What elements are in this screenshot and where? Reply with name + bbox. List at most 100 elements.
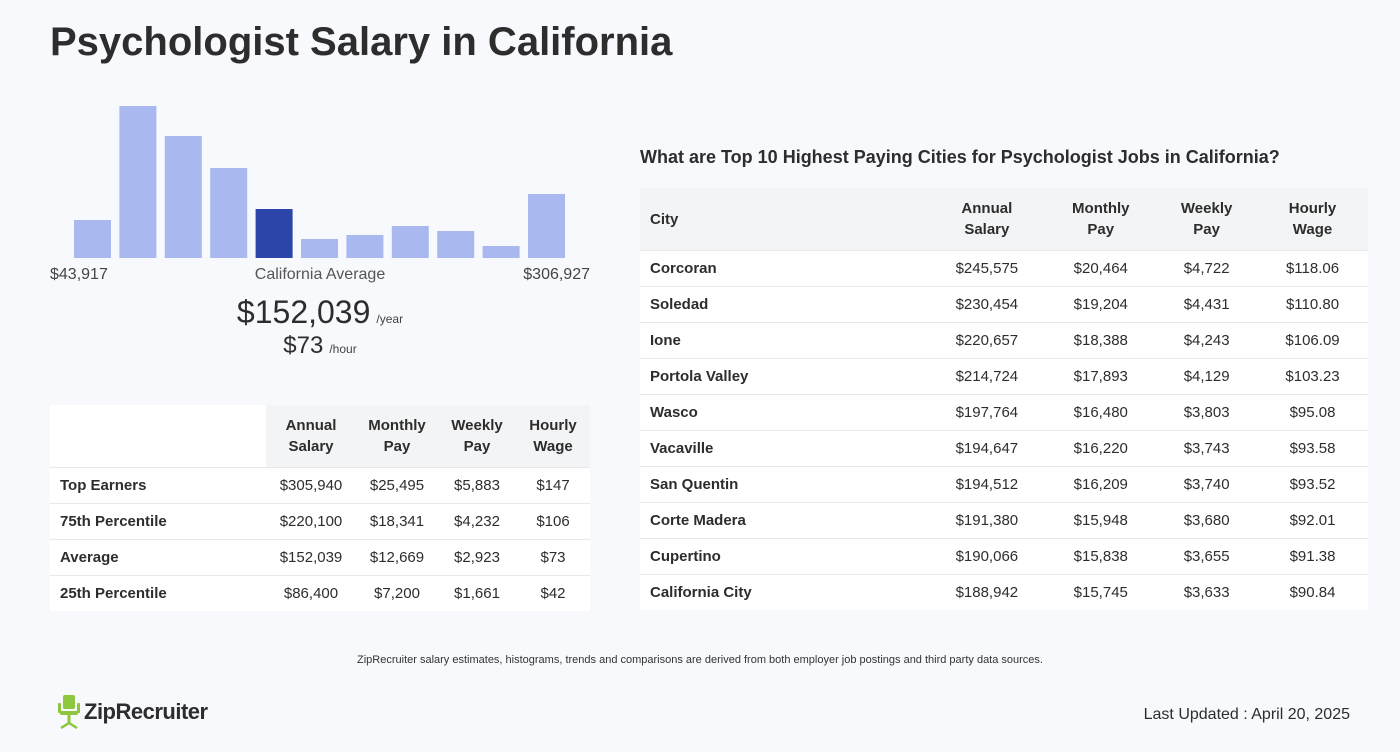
city-cell-hourly: $103.23	[1257, 358, 1368, 395]
city-row: San Quentin $194,512 $16,209 $3,740 $93.52	[640, 466, 1368, 503]
histogram-bar	[210, 168, 248, 258]
city-cell-weekly: $4,722	[1156, 250, 1258, 287]
city-cell-city: Corcoran	[640, 250, 929, 287]
histogram-bar	[528, 194, 565, 258]
city-cell-annual: $245,575	[928, 250, 1046, 287]
percentile-cell-weekly: $1,661	[438, 575, 516, 611]
average-hourly-value: $73	[283, 332, 324, 359]
city-cell-hourly: $91.38	[1257, 538, 1368, 575]
histogram-bar	[74, 220, 111, 258]
percentile-row: 25th Percentile $86,400 $7,200 $1,661 $42	[50, 575, 590, 611]
percentile-cell-label: Top Earners	[50, 467, 266, 504]
percentile-cell-monthly: $25,495	[356, 467, 438, 504]
histogram-max-label: $306,927	[523, 266, 590, 283]
city-cell-hourly: $106.09	[1257, 322, 1368, 359]
percentile-header-hourly: Hourly Wage	[516, 405, 590, 468]
city-cell-monthly: $18,388	[1045, 322, 1157, 359]
city-cell-city: Vacaville	[640, 430, 929, 467]
city-cell-city: Corte Madera	[640, 502, 929, 539]
city-cell-weekly: $3,803	[1156, 394, 1258, 431]
histogram-center-label: California Average	[254, 266, 386, 283]
percentile-cell-hourly: $42	[516, 575, 590, 611]
city-cell-annual: $194,512	[928, 466, 1046, 503]
city-cell-hourly: $95.08	[1257, 394, 1368, 431]
city-row: Cupertino $190,066 $15,838 $3,655 $91.38	[640, 538, 1368, 575]
salary-histogram	[50, 100, 590, 260]
histogram-bar	[164, 136, 202, 258]
percentile-row: Average $152,039 $12,669 $2,923 $73	[50, 539, 590, 576]
percentile-cell-annual: $152,039	[266, 539, 356, 576]
city-cell-city: Cupertino	[640, 538, 929, 575]
percentile-cell-annual: $220,100	[266, 503, 356, 540]
city-cell-city: Portola Valley	[640, 358, 929, 395]
city-cell-monthly: $17,893	[1045, 358, 1157, 395]
percentile-header-monthly: Monthly Pay	[356, 405, 438, 468]
percentile-cell-hourly: $147	[516, 467, 590, 504]
city-cell-hourly: $92.01	[1257, 502, 1368, 539]
city-cell-monthly: $16,220	[1045, 430, 1157, 467]
percentile-cell-annual: $305,940	[266, 467, 356, 504]
city-cell-hourly: $93.58	[1257, 430, 1368, 467]
percentile-cell-monthly: $7,200	[356, 575, 438, 611]
city-row: Corcoran $245,575 $20,464 $4,722 $118.06	[640, 250, 1368, 287]
histogram-range: $43,917 California Average $306,927	[50, 266, 590, 286]
cities-table: City Annual Salary Monthly Pay Weekly Pay H…	[640, 188, 1368, 610]
percentile-cell-label: 75th Percentile	[50, 503, 266, 540]
percentile-header-blank	[50, 405, 266, 468]
city-row: California City $188,942 $15,745 $3,633 $90.…	[640, 574, 1368, 610]
city-cell-annual: $188,942	[928, 574, 1046, 610]
city-row: Wasco $197,764 $16,480 $3,803 $95.08	[640, 394, 1368, 431]
city-row: Vacaville $194,647 $16,220 $3,743 $93.58	[640, 430, 1368, 467]
ziprecruiter-chair-icon	[58, 695, 80, 729]
histogram-bar	[437, 231, 475, 258]
data-source-note: ZipRecruiter salary estimates, histogram…	[357, 654, 1043, 666]
ziprecruiter-logo[interactable]: ZipRecruiter	[58, 694, 208, 730]
cities-header-weekly: Weekly Pay	[1156, 188, 1258, 251]
average-hourly: $73/hour	[50, 332, 590, 360]
city-cell-annual: $190,066	[928, 538, 1046, 575]
city-cell-monthly: $15,745	[1045, 574, 1157, 610]
percentile-cell-label: 25th Percentile	[50, 575, 266, 611]
percentile-cell-weekly: $5,883	[438, 467, 516, 504]
city-cell-city: Soledad	[640, 286, 929, 323]
city-cell-weekly: $3,743	[1156, 430, 1258, 467]
city-cell-monthly: $19,204	[1045, 286, 1157, 323]
percentile-header-annual: Annual Salary	[266, 405, 356, 468]
city-cell-hourly: $90.84	[1257, 574, 1368, 610]
histogram-bar	[301, 239, 338, 258]
last-updated: Last Updated : April 20, 2025	[1143, 706, 1350, 723]
average-yearly-value: $152,039	[236, 294, 371, 330]
cities-heading: What are Top 10 Highest Paying Cities fo…	[640, 147, 1280, 167]
percentile-row: 75th Percentile $220,100 $18,341 $4,232 $106	[50, 503, 590, 540]
city-cell-weekly: $3,633	[1156, 574, 1258, 610]
city-cell-hourly: $110.80	[1257, 286, 1368, 323]
percentile-row: Top Earners $305,940 $25,495 $5,883 $147	[50, 467, 590, 504]
city-cell-annual: $230,454	[928, 286, 1046, 323]
cities-header-monthly: Monthly Pay	[1045, 188, 1157, 251]
city-cell-monthly: $20,464	[1045, 250, 1157, 287]
percentile-cell-label: Average	[50, 539, 266, 576]
city-cell-city: San Quentin	[640, 466, 929, 503]
city-cell-monthly: $15,948	[1045, 502, 1157, 539]
city-cell-monthly: $16,209	[1045, 466, 1157, 503]
city-cell-annual: $194,647	[928, 430, 1046, 467]
average-yearly-unit: /year	[376, 312, 404, 326]
histogram-bar	[482, 246, 520, 258]
city-row: Ione $220,657 $18,388 $4,243 $106.09	[640, 322, 1368, 359]
percentile-cell-weekly: $2,923	[438, 539, 516, 576]
histogram-bar	[391, 226, 429, 258]
percentile-cell-hourly: $73	[516, 539, 590, 576]
city-cell-weekly: $4,431	[1156, 286, 1258, 323]
city-cell-hourly: $93.52	[1257, 466, 1368, 503]
cities-header-row: City Annual Salary Monthly Pay Weekly Pay H…	[640, 188, 1368, 251]
percentile-header-row: Annual Salary Monthly Pay Weekly Pay Hourly…	[50, 405, 590, 468]
average-hourly-unit: /hour	[329, 342, 357, 356]
percentile-header-weekly: Weekly Pay	[438, 405, 516, 468]
city-cell-hourly: $118.06	[1257, 250, 1368, 287]
histogram-bar	[346, 235, 384, 258]
city-cell-annual: $191,380	[928, 502, 1046, 539]
city-row: Portola Valley $214,724 $17,893 $4,129 $103.…	[640, 358, 1368, 395]
city-cell-annual: $220,657	[928, 322, 1046, 359]
percentile-cell-annual: $86,400	[266, 575, 356, 611]
city-cell-weekly: $3,680	[1156, 502, 1258, 539]
